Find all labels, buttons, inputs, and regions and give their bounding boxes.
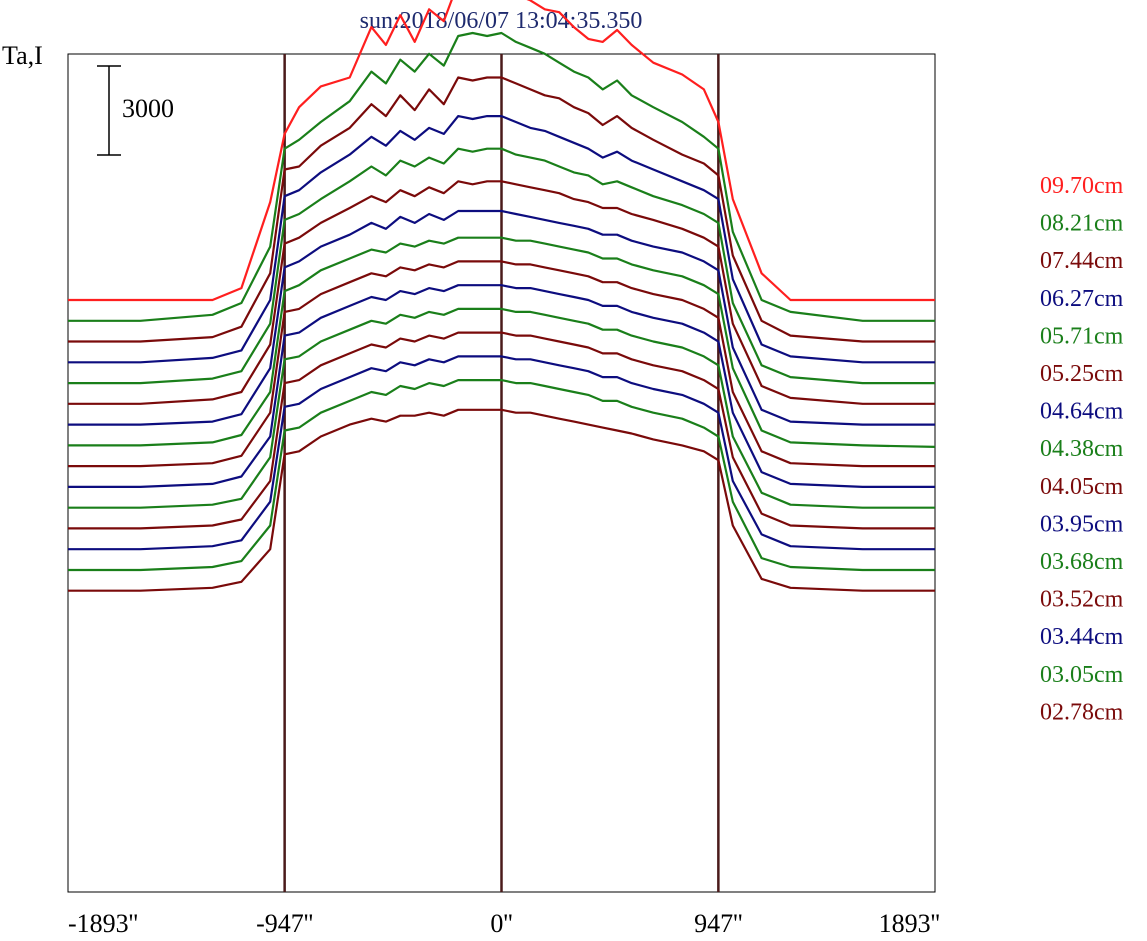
legend-entry-04.38cm: 04.38cm xyxy=(1040,436,1124,462)
legend-entry-08.21cm: 08.21cm xyxy=(1040,211,1124,237)
legend-entry-05.25cm: 05.25cm xyxy=(1040,361,1124,387)
series-line-04.64cm xyxy=(68,209,935,426)
series-line-07.44cm xyxy=(68,76,935,343)
x-tick-label-2: 0'' xyxy=(490,909,512,938)
series-line-02.78cm xyxy=(68,408,935,592)
legend-entry-09.70cm: 09.70cm xyxy=(1040,173,1124,199)
legend-entry-07.44cm: 07.44cm xyxy=(1040,248,1124,274)
series-line-08.21cm xyxy=(68,31,935,322)
series-line-06.27cm xyxy=(68,115,935,364)
legend-entry-03.95cm: 03.95cm xyxy=(1040,511,1124,537)
x-tick-label-1: -947'' xyxy=(256,909,313,938)
series-line-03.52cm xyxy=(68,331,935,530)
legend-entry-03.52cm: 03.52cm xyxy=(1040,587,1124,613)
scale-bar-label: 3000 xyxy=(122,94,174,123)
series-line-05.71cm xyxy=(68,147,935,385)
series-group xyxy=(68,0,936,592)
x-tick-labels: -1893'' -947'' 0'' 947'' 1893'' xyxy=(68,909,940,938)
series-line-03.68cm xyxy=(68,307,935,509)
x-tick-label-0: -1893'' xyxy=(68,909,138,938)
legend-entry-05.71cm: 05.71cm xyxy=(1040,323,1124,349)
chart-title: sun:2018/06/07 13:04:35.350 xyxy=(360,8,643,34)
y-axis-label: Ta,I xyxy=(2,41,43,70)
series-line-09.70cm xyxy=(68,0,935,302)
legend-entry-03.68cm: 03.68cm xyxy=(1040,549,1124,575)
legend-entry-04.64cm: 04.64cm xyxy=(1040,399,1124,425)
legend-entry-02.78cm: 02.78cm xyxy=(1040,699,1124,725)
series-line-03.05cm xyxy=(68,379,935,572)
x-tick-label-3: 947'' xyxy=(694,909,742,938)
legend-entry-03.05cm: 03.05cm xyxy=(1040,662,1124,688)
scale-bar: 3000 xyxy=(97,65,174,156)
legend-entry-06.27cm: 06.27cm xyxy=(1040,286,1124,312)
series-line-03.95cm xyxy=(68,284,935,488)
series-line-03.44cm xyxy=(68,355,935,551)
series-line-05.25cm xyxy=(68,180,935,405)
vertical-markers xyxy=(283,54,720,892)
legend: 09.70cm 08.21cm 07.44cm 06.27cm 05.71cm 05.25… xyxy=(1040,173,1124,725)
x-tick-label-4: 1893'' xyxy=(879,909,940,938)
legend-entry-03.44cm: 03.44cm xyxy=(1040,624,1124,650)
series-line-04.05cm xyxy=(68,260,935,468)
legend-entry-04.05cm: 04.05cm xyxy=(1040,474,1124,500)
series-line-04.38cm xyxy=(68,236,936,448)
